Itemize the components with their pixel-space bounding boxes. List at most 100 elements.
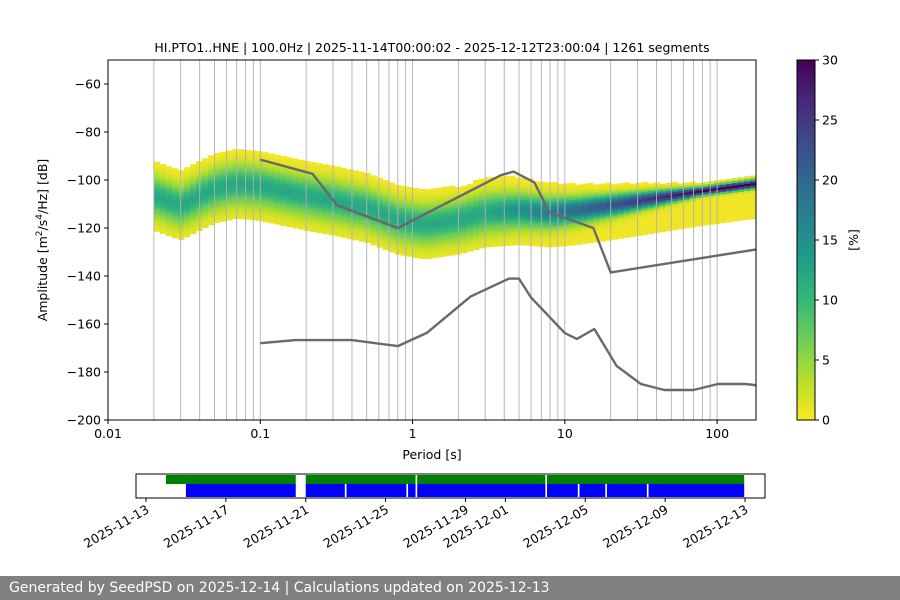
heatmap-cell [659,193,667,197]
heatmap-cell [244,205,251,208]
heatmap-cell [521,238,528,241]
psd-coverage-bar [648,484,745,497]
heatmap-cell [352,213,359,217]
heatmap-cell [262,197,269,201]
heatmap-cell [557,234,564,237]
heatmap-cell [334,180,341,184]
heatmap-cell [587,230,594,234]
heatmap-cell [418,198,426,202]
heatmap-cell [304,209,311,212]
heatmap-cell [316,215,323,219]
heatmap-cell [689,183,697,187]
heatmap-cell [479,214,486,218]
heatmap-cell [575,194,582,197]
heatmap-cell [635,226,642,229]
heatmap-cell [370,206,378,210]
heatmap-cell [569,238,576,241]
heatmap-cell [599,221,606,225]
heatmap-cell [521,209,528,212]
heatmap-cell [479,202,486,206]
heatmap-cell [202,172,209,176]
heatmap-cell [262,157,269,160]
heatmap-cell [280,184,287,188]
heatmap-cell [527,216,534,220]
heatmap-cell [340,175,347,178]
heatmap-cell [153,207,161,211]
heatmap-cell [605,237,612,241]
heatmap-cell [551,242,558,245]
heatmap-cell [364,177,372,181]
heatmap-cell [268,163,275,166]
heatmap-cell [226,152,233,156]
heatmap-cell [388,216,396,219]
heatmap-cell [358,193,365,197]
heatmap-cell [220,154,227,157]
heatmap-cell [370,180,378,183]
heatmap-cell [430,231,438,235]
heatmap-cell [202,184,209,188]
heatmap-cell [719,215,727,219]
heatmap-cell [491,184,498,187]
heatmap-cell [581,202,588,206]
heatmap-cell [611,198,618,202]
heatmap-cell [424,244,432,248]
heatmap-cell [352,230,359,234]
heatmap-cell [400,214,408,218]
heatmap-cell [479,204,486,208]
heatmap-cell [557,227,564,230]
heatmap-cell [183,234,191,238]
heatmap-cell [575,191,582,195]
heatmap-cell [316,177,323,181]
heatmap-cell [689,205,697,209]
heatmap-cell [689,203,697,206]
heatmap-cell [587,185,594,188]
heatmap-cell [689,188,697,192]
heatmap-cell [189,164,197,167]
heatmap-cell [436,254,444,258]
heatmap-cell [460,214,468,218]
heatmap-cell [515,199,522,202]
heatmap-cell [743,212,751,216]
heatmap-cell [268,213,275,217]
heatmap-cell [177,237,185,241]
heatmap-cell [485,235,492,238]
heatmap-cell [418,229,426,233]
heatmap-cell [262,161,269,165]
heatmap-cell [448,233,456,237]
heatmap-cell [364,233,372,236]
heatmap-cell [238,182,245,186]
heatmap-cell [545,230,552,233]
heatmap-cell [382,206,390,210]
heatmap-cell [358,176,365,180]
heatmap-cell [226,196,233,199]
heatmap-cell [274,176,281,180]
heatmap-cell [479,221,486,225]
timeline-tick-label: 2025-12-05 [520,502,590,551]
heatmap-cell [256,201,263,205]
heatmap-cell [232,163,239,167]
heatmap-cell [256,167,263,171]
heatmap-cell [202,167,209,171]
heatmap-cell [689,222,697,226]
heatmap-cell [153,202,161,206]
heatmap-cell [521,240,528,244]
heatmap-cell [557,205,564,209]
heatmap-cell [364,225,372,229]
heatmap-cell [406,232,414,236]
heatmap-cell [232,213,239,217]
heatmap-cell [575,210,582,214]
heatmap-cell [689,191,697,194]
heatmap-cell [671,205,679,209]
heatmap-cell [286,202,293,206]
heatmap-cell [322,181,329,184]
heatmap-cell [569,194,576,198]
y-tick-label: −200 [67,413,101,428]
heatmap-cell [665,182,673,186]
heatmap-cell [605,206,612,210]
heatmap-cell [539,239,546,243]
heatmap-cell [448,202,456,206]
heatmap-cell [400,226,408,230]
heatmap-cell [208,196,215,199]
heatmap-cell [605,221,612,224]
heatmap-cell [671,208,679,212]
